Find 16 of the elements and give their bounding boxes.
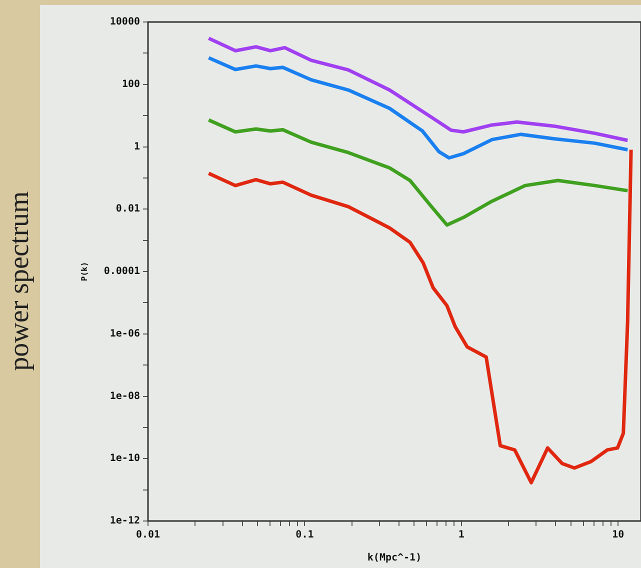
y-tick-label: 1 bbox=[134, 141, 140, 152]
y-tick-label: 0.0001 bbox=[104, 266, 140, 278]
y-axis-title: P(k) bbox=[80, 262, 89, 282]
text: power spectrum bbox=[4, 190, 36, 373]
y-tick-label: 0.01 bbox=[116, 204, 140, 215]
y-tick-label: 1e-08 bbox=[110, 390, 140, 402]
y-tick-label: 10000 bbox=[110, 16, 140, 28]
y-tick-label: 1e-12 bbox=[110, 516, 140, 527]
y-tick-label: 1e-10 bbox=[110, 453, 140, 464]
x-axis-title: k(Mpc^-1) bbox=[367, 552, 422, 564]
x-tick-label: 10 bbox=[612, 530, 624, 541]
y-tick-label: 1e-06 bbox=[110, 328, 140, 340]
x-tick-label: 1 bbox=[458, 530, 464, 541]
x-tick-label: 0.01 bbox=[136, 530, 160, 541]
x-tick-label: 0.1 bbox=[296, 530, 314, 541]
y-tick-label: 100 bbox=[122, 78, 140, 90]
